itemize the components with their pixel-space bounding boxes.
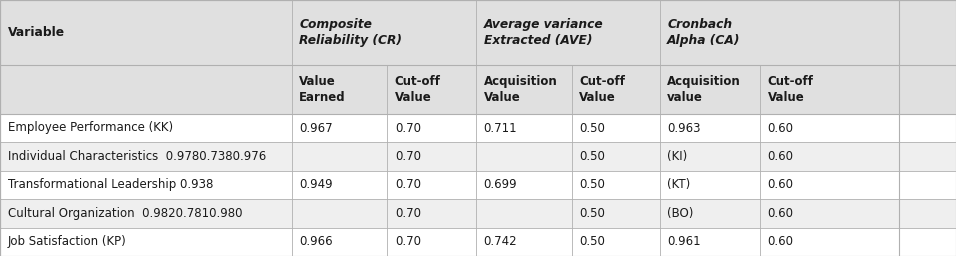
Bar bbox=[0, 199, 956, 228]
Text: 0.70: 0.70 bbox=[395, 235, 421, 248]
Text: 0.742: 0.742 bbox=[484, 235, 517, 248]
Text: (KI): (KI) bbox=[667, 150, 687, 163]
Text: 0.711: 0.711 bbox=[484, 122, 517, 134]
Text: 0.70: 0.70 bbox=[395, 122, 421, 134]
Text: 0.50: 0.50 bbox=[579, 207, 605, 220]
Text: Average variance
Extracted (AVE): Average variance Extracted (AVE) bbox=[484, 18, 603, 47]
Text: 0.50: 0.50 bbox=[579, 122, 605, 134]
Text: Acquisition
Value: Acquisition Value bbox=[484, 75, 557, 104]
Text: Acquisition
value: Acquisition value bbox=[667, 75, 741, 104]
Text: 0.699: 0.699 bbox=[484, 178, 517, 191]
Text: 0.949: 0.949 bbox=[299, 178, 333, 191]
Text: Cultural Organization  0.9820.7810.980: Cultural Organization 0.9820.7810.980 bbox=[8, 207, 242, 220]
Text: 0.60: 0.60 bbox=[768, 122, 793, 134]
Text: 0.70: 0.70 bbox=[395, 150, 421, 163]
Text: Cut-off
Value: Cut-off Value bbox=[768, 75, 814, 104]
Text: Individual Characteristics  0.9780.7380.976: Individual Characteristics 0.9780.7380.9… bbox=[8, 150, 266, 163]
Text: 0.50: 0.50 bbox=[579, 178, 605, 191]
Text: 0.963: 0.963 bbox=[667, 122, 701, 134]
Text: (KT): (KT) bbox=[667, 178, 690, 191]
Text: 0.966: 0.966 bbox=[299, 235, 333, 248]
Bar bbox=[0, 0, 956, 65]
Text: 0.60: 0.60 bbox=[768, 207, 793, 220]
Text: 0.50: 0.50 bbox=[579, 235, 605, 248]
Bar bbox=[0, 114, 956, 142]
Text: 0.60: 0.60 bbox=[768, 178, 793, 191]
Bar bbox=[0, 65, 956, 114]
Bar bbox=[0, 228, 956, 256]
Text: (BO): (BO) bbox=[667, 207, 694, 220]
Text: 0.961: 0.961 bbox=[667, 235, 701, 248]
Text: Cut-off
Value: Cut-off Value bbox=[395, 75, 441, 104]
Bar bbox=[0, 171, 956, 199]
Text: Cronbach
Alpha (CA): Cronbach Alpha (CA) bbox=[667, 18, 741, 47]
Bar bbox=[0, 142, 956, 171]
Text: 0.967: 0.967 bbox=[299, 122, 333, 134]
Text: 0.70: 0.70 bbox=[395, 207, 421, 220]
Text: Cut-off
Value: Cut-off Value bbox=[579, 75, 625, 104]
Text: 0.60: 0.60 bbox=[768, 150, 793, 163]
Text: Value
Earned: Value Earned bbox=[299, 75, 346, 104]
Text: 0.60: 0.60 bbox=[768, 235, 793, 248]
Text: 0.70: 0.70 bbox=[395, 178, 421, 191]
Text: Transformational Leadership 0.938: Transformational Leadership 0.938 bbox=[8, 178, 213, 191]
Text: Employee Performance (KK): Employee Performance (KK) bbox=[8, 122, 173, 134]
Text: Job Satisfaction (KP): Job Satisfaction (KP) bbox=[8, 235, 126, 248]
Text: 0.50: 0.50 bbox=[579, 150, 605, 163]
Text: Composite
Reliability (CR): Composite Reliability (CR) bbox=[299, 18, 402, 47]
Text: Variable: Variable bbox=[8, 26, 65, 39]
